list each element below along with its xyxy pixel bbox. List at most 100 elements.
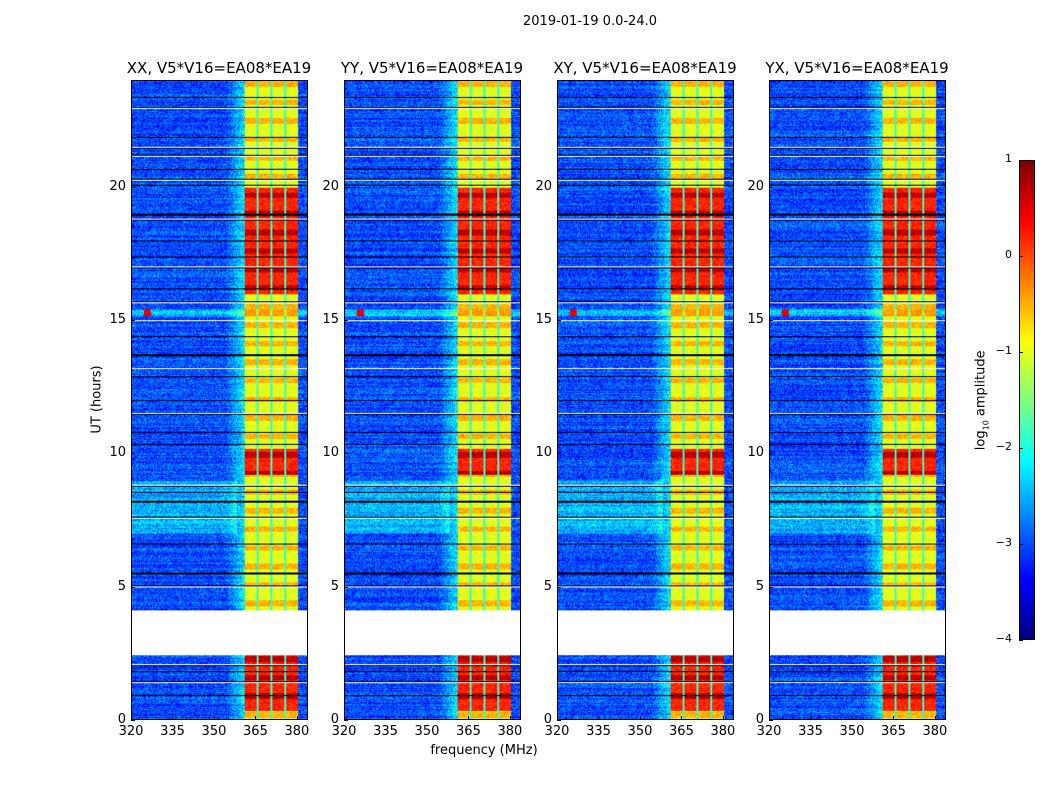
x-tick — [722, 716, 724, 720]
x-tick-label: 365 — [669, 724, 694, 739]
colorbar-tick-label: 1 — [1005, 152, 1012, 165]
x-tick-label: 320 — [118, 724, 144, 739]
y-tick — [769, 186, 773, 188]
x-tick — [131, 716, 132, 720]
x-tick-label: 350 — [414, 724, 440, 739]
x-tick — [681, 716, 683, 720]
panel-title: YY, V5*V16=EA08*EA19 — [340, 59, 524, 77]
colorbar-tick — [1019, 352, 1023, 353]
x-tick — [468, 716, 470, 720]
x-tick — [509, 716, 511, 720]
y-tick — [131, 320, 135, 321]
y-tick-label: 5 — [330, 578, 339, 594]
y-tick — [769, 586, 773, 588]
x-tick-label: 320 — [544, 724, 570, 739]
x-tick-label: 350 — [201, 724, 227, 739]
y-tick — [769, 453, 773, 455]
y-tick-label: 10 — [747, 445, 764, 461]
colorbar-tick-label: −2 — [995, 440, 1012, 453]
y-tick-label: 15 — [109, 312, 126, 327]
y-tick — [131, 586, 135, 588]
x-tick-label: 380 — [284, 724, 310, 739]
figure-title: 2019-01-19 0.0-24.0 — [523, 14, 657, 29]
x-tick-label: 365 — [881, 724, 906, 739]
colorbar-gradient — [1020, 161, 1034, 639]
spectrogram-panel-0 — [131, 80, 308, 720]
y-tick — [344, 453, 348, 455]
y-tick — [131, 720, 135, 721]
x-tick — [598, 716, 600, 720]
x-tick — [255, 716, 257, 720]
y-tick — [344, 186, 348, 188]
y-tick-label: 10 — [109, 445, 126, 461]
y-tick-label: 10 — [322, 445, 339, 461]
x-tick — [426, 716, 428, 720]
x-tick-label: 380 — [710, 724, 736, 739]
y-tick-label: 10 — [535, 445, 552, 461]
heatmap-image — [345, 81, 520, 719]
spectrogram-panel-3 — [769, 80, 946, 720]
x-tick — [893, 716, 895, 720]
y-tick — [557, 586, 561, 588]
heatmap-image — [558, 81, 733, 719]
y-tick — [344, 320, 348, 321]
x-tick — [851, 716, 853, 720]
x-tick-label: 335 — [160, 724, 185, 739]
y-tick-label: 20 — [535, 178, 552, 194]
y-tick — [769, 720, 773, 721]
colorbar-tick — [1019, 640, 1023, 641]
x-tick — [172, 716, 174, 720]
colorbar-tick-label: −3 — [995, 536, 1012, 549]
colorbar-tick — [1019, 448, 1023, 449]
y-tick-label: 0 — [543, 712, 552, 727]
y-tick — [131, 453, 135, 455]
colorbar-tick-label: −1 — [995, 344, 1012, 357]
y-tick-label: 20 — [109, 178, 126, 194]
panel-title: YX, V5*V16=EA08*EA19 — [765, 59, 949, 77]
y-tick-label: 0 — [755, 712, 764, 727]
colorbar-label: log10 amplitude — [973, 350, 991, 451]
colorbar-tick-label: 0 — [1005, 248, 1012, 261]
y-tick — [769, 320, 773, 321]
y-tick-label: 20 — [747, 178, 764, 194]
x-tick — [213, 716, 215, 720]
x-tick — [934, 716, 936, 720]
spectrogram-panel-1 — [344, 80, 521, 720]
y-tick — [557, 453, 561, 455]
colorbar-tick — [1019, 544, 1023, 545]
panel-title: XX, V5*V16=EA08*EA19 — [126, 59, 312, 77]
y-tick-label: 0 — [117, 712, 126, 727]
colorbar-tick-label: −4 — [995, 632, 1012, 645]
x-tick-label: 350 — [627, 724, 653, 739]
y-axis-label: UT (hours) — [89, 365, 105, 434]
x-tick — [344, 716, 345, 720]
x-tick-label: 380 — [497, 724, 523, 739]
colorbar-tick — [1019, 256, 1023, 257]
y-tick-label: 5 — [755, 578, 764, 594]
x-tick — [296, 716, 298, 720]
y-tick-label: 15 — [322, 312, 339, 327]
colorbar — [1019, 160, 1035, 640]
y-tick — [557, 186, 561, 188]
y-tick-label: 15 — [747, 312, 764, 327]
x-tick-label: 335 — [373, 724, 398, 739]
colorbar-tick — [1019, 160, 1023, 161]
x-tick-label: 365 — [456, 724, 481, 739]
y-tick-label: 5 — [117, 578, 126, 594]
x-tick — [769, 716, 770, 720]
x-tick-label: 320 — [756, 724, 782, 739]
x-axis-label: frequency (MHz) — [430, 743, 538, 758]
x-tick — [639, 716, 641, 720]
y-tick — [557, 720, 561, 721]
y-tick — [344, 586, 348, 588]
y-tick — [131, 186, 135, 188]
x-tick-label: 335 — [586, 724, 611, 739]
y-tick-label: 20 — [322, 178, 339, 194]
x-tick-label: 380 — [922, 724, 948, 739]
y-tick-label: 15 — [535, 312, 552, 327]
y-tick — [557, 320, 561, 321]
spectrogram-panel-2 — [557, 80, 734, 720]
x-tick — [385, 716, 387, 720]
panel-title: XY, V5*V16=EA08*EA19 — [553, 59, 737, 77]
